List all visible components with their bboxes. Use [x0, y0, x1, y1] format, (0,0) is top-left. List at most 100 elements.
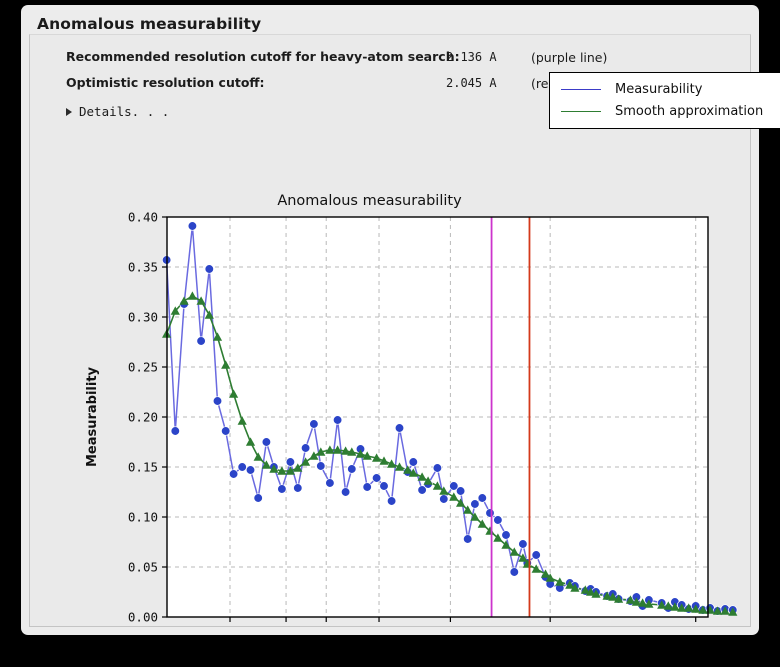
smooth-approximation-point — [565, 580, 575, 589]
cutoff-info-row: Recommended resolution cutoff for heavy-… — [66, 49, 666, 75]
smooth-approximation-point — [586, 587, 596, 596]
legend-item-measurability: Measurability — [550, 78, 780, 100]
smooth-approximation-point — [316, 447, 326, 456]
smooth-approximation-point — [387, 459, 397, 468]
smooth-approximation-point — [677, 603, 687, 612]
smooth-approximation-point — [333, 445, 343, 454]
smooth-approximation-point — [540, 569, 551, 578]
smooth-approximation-point — [728, 607, 738, 616]
measurability-point — [386, 496, 397, 506]
legend-label: Measurability — [615, 81, 703, 97]
smooth-approximation-point — [245, 437, 256, 446]
smooth-approximation-point — [423, 476, 433, 485]
smooth-approximation-point — [439, 486, 449, 495]
measurability-point — [493, 515, 503, 525]
smooth-approximation-point — [518, 553, 528, 562]
smooth-approximation-point — [625, 595, 635, 604]
smooth-approximation-point — [470, 512, 480, 521]
smooth-approximation-point — [170, 306, 180, 315]
smooth-approximation-point — [285, 466, 295, 475]
smooth-approximation-point — [253, 452, 263, 461]
cutoff-value: 2.136 A — [446, 50, 497, 64]
measurability-point — [285, 457, 296, 467]
measurability-point — [170, 426, 180, 436]
smooth-approximation-point — [362, 451, 372, 460]
measurability-point — [518, 539, 528, 549]
smooth-approximation-point — [712, 606, 723, 615]
legend-line-swatch — [561, 88, 601, 90]
measurability-point — [463, 534, 473, 544]
triangle-right-icon — [66, 107, 72, 116]
measurability-point — [439, 494, 449, 504]
smooth-approximation-point — [591, 589, 601, 598]
y-axis-tick-label: 0.20 — [128, 410, 158, 425]
smooth-approximation-point — [531, 564, 541, 573]
measurability-point — [316, 461, 326, 471]
smooth-approximation-point — [325, 445, 335, 454]
measurability-point — [228, 469, 239, 479]
cutoff-info-list: Recommended resolution cutoff for heavy-… — [66, 49, 666, 101]
smooth-approximation-point — [432, 481, 442, 490]
legend-label: Smooth approximation — [615, 103, 764, 119]
measurability-point — [417, 485, 427, 495]
measurability-point — [362, 482, 372, 492]
measurability-point — [449, 481, 459, 491]
measurability-point — [432, 463, 443, 473]
measurability-point — [408, 457, 418, 467]
smooth-approximation-point — [657, 600, 667, 609]
measurability-point — [332, 415, 343, 425]
anomalous-measurability-chart: 0.000.050.100.150.200.250.300.350.403.53… — [38, 130, 744, 624]
cutoff-label: Recommended resolution cutoff for heavy-… — [66, 49, 460, 64]
cutoff-value: 2.045 A — [446, 76, 497, 90]
measurability-point — [196, 336, 206, 346]
smooth-approximation-point — [463, 505, 473, 514]
measurability-point — [485, 508, 495, 518]
smooth-approximation-point — [394, 462, 405, 471]
measurability-point — [300, 443, 311, 453]
smooth-approximation-point — [698, 605, 708, 614]
smooth-approximation-point — [212, 332, 223, 341]
chart-title: Anomalous measurability — [277, 193, 462, 209]
measurability-point — [221, 426, 231, 436]
smooth-approximation-point — [638, 598, 648, 607]
legend-line-swatch — [561, 110, 601, 112]
smooth-approximation-point — [644, 599, 654, 608]
smooth-approximation-point — [301, 457, 311, 466]
y-axis-tick-label: 0.30 — [128, 310, 158, 325]
smooth-approximation-point — [341, 446, 351, 455]
measurability-point — [325, 478, 335, 488]
smooth-approximation-point — [631, 597, 641, 606]
smooth-approximation-point — [417, 472, 427, 481]
smooth-approximation-point — [449, 492, 459, 501]
smooth-approximation-point — [509, 547, 519, 556]
y-axis-tick-label: 0.35 — [128, 260, 158, 275]
smooth-approximation-point — [477, 519, 487, 528]
measurability-point — [253, 493, 263, 503]
measurability-point — [204, 264, 214, 274]
y-axis-tick-label: 0.40 — [128, 210, 158, 225]
smooth-approximation-point — [187, 291, 197, 300]
smooth-approximation-point — [204, 310, 214, 319]
measurability-point — [245, 465, 256, 475]
smooth-approximation-point — [261, 460, 271, 469]
smooth-approximation-point — [196, 296, 206, 305]
chart-svg: 0.000.050.100.150.200.250.300.350.403.53… — [85, 193, 738, 624]
smooth-approximation-point — [602, 591, 612, 600]
smooth-approximation-point — [277, 466, 287, 475]
smooth-approximation-point — [293, 463, 303, 472]
measurability-point — [371, 473, 382, 483]
smooth-approximation-point — [580, 585, 590, 594]
y-axis-tick-label: 0.25 — [128, 360, 158, 375]
smooth-approximation-point — [456, 498, 466, 507]
measurability-point — [509, 567, 519, 577]
smooth-approximation-point — [720, 606, 730, 615]
y-axis-tick-label: 0.15 — [128, 460, 158, 475]
smooth-approximation-point — [545, 573, 555, 582]
measurability-point — [340, 487, 351, 497]
measurability-point — [309, 419, 319, 429]
smooth-approximation-point — [663, 601, 673, 610]
details-disclosure-toggle[interactable]: Details. . . — [66, 104, 169, 119]
smooth-approximation-point — [670, 602, 680, 611]
smooth-approximation-point — [608, 592, 618, 601]
y-axis-tick-label: 0.05 — [128, 560, 158, 575]
